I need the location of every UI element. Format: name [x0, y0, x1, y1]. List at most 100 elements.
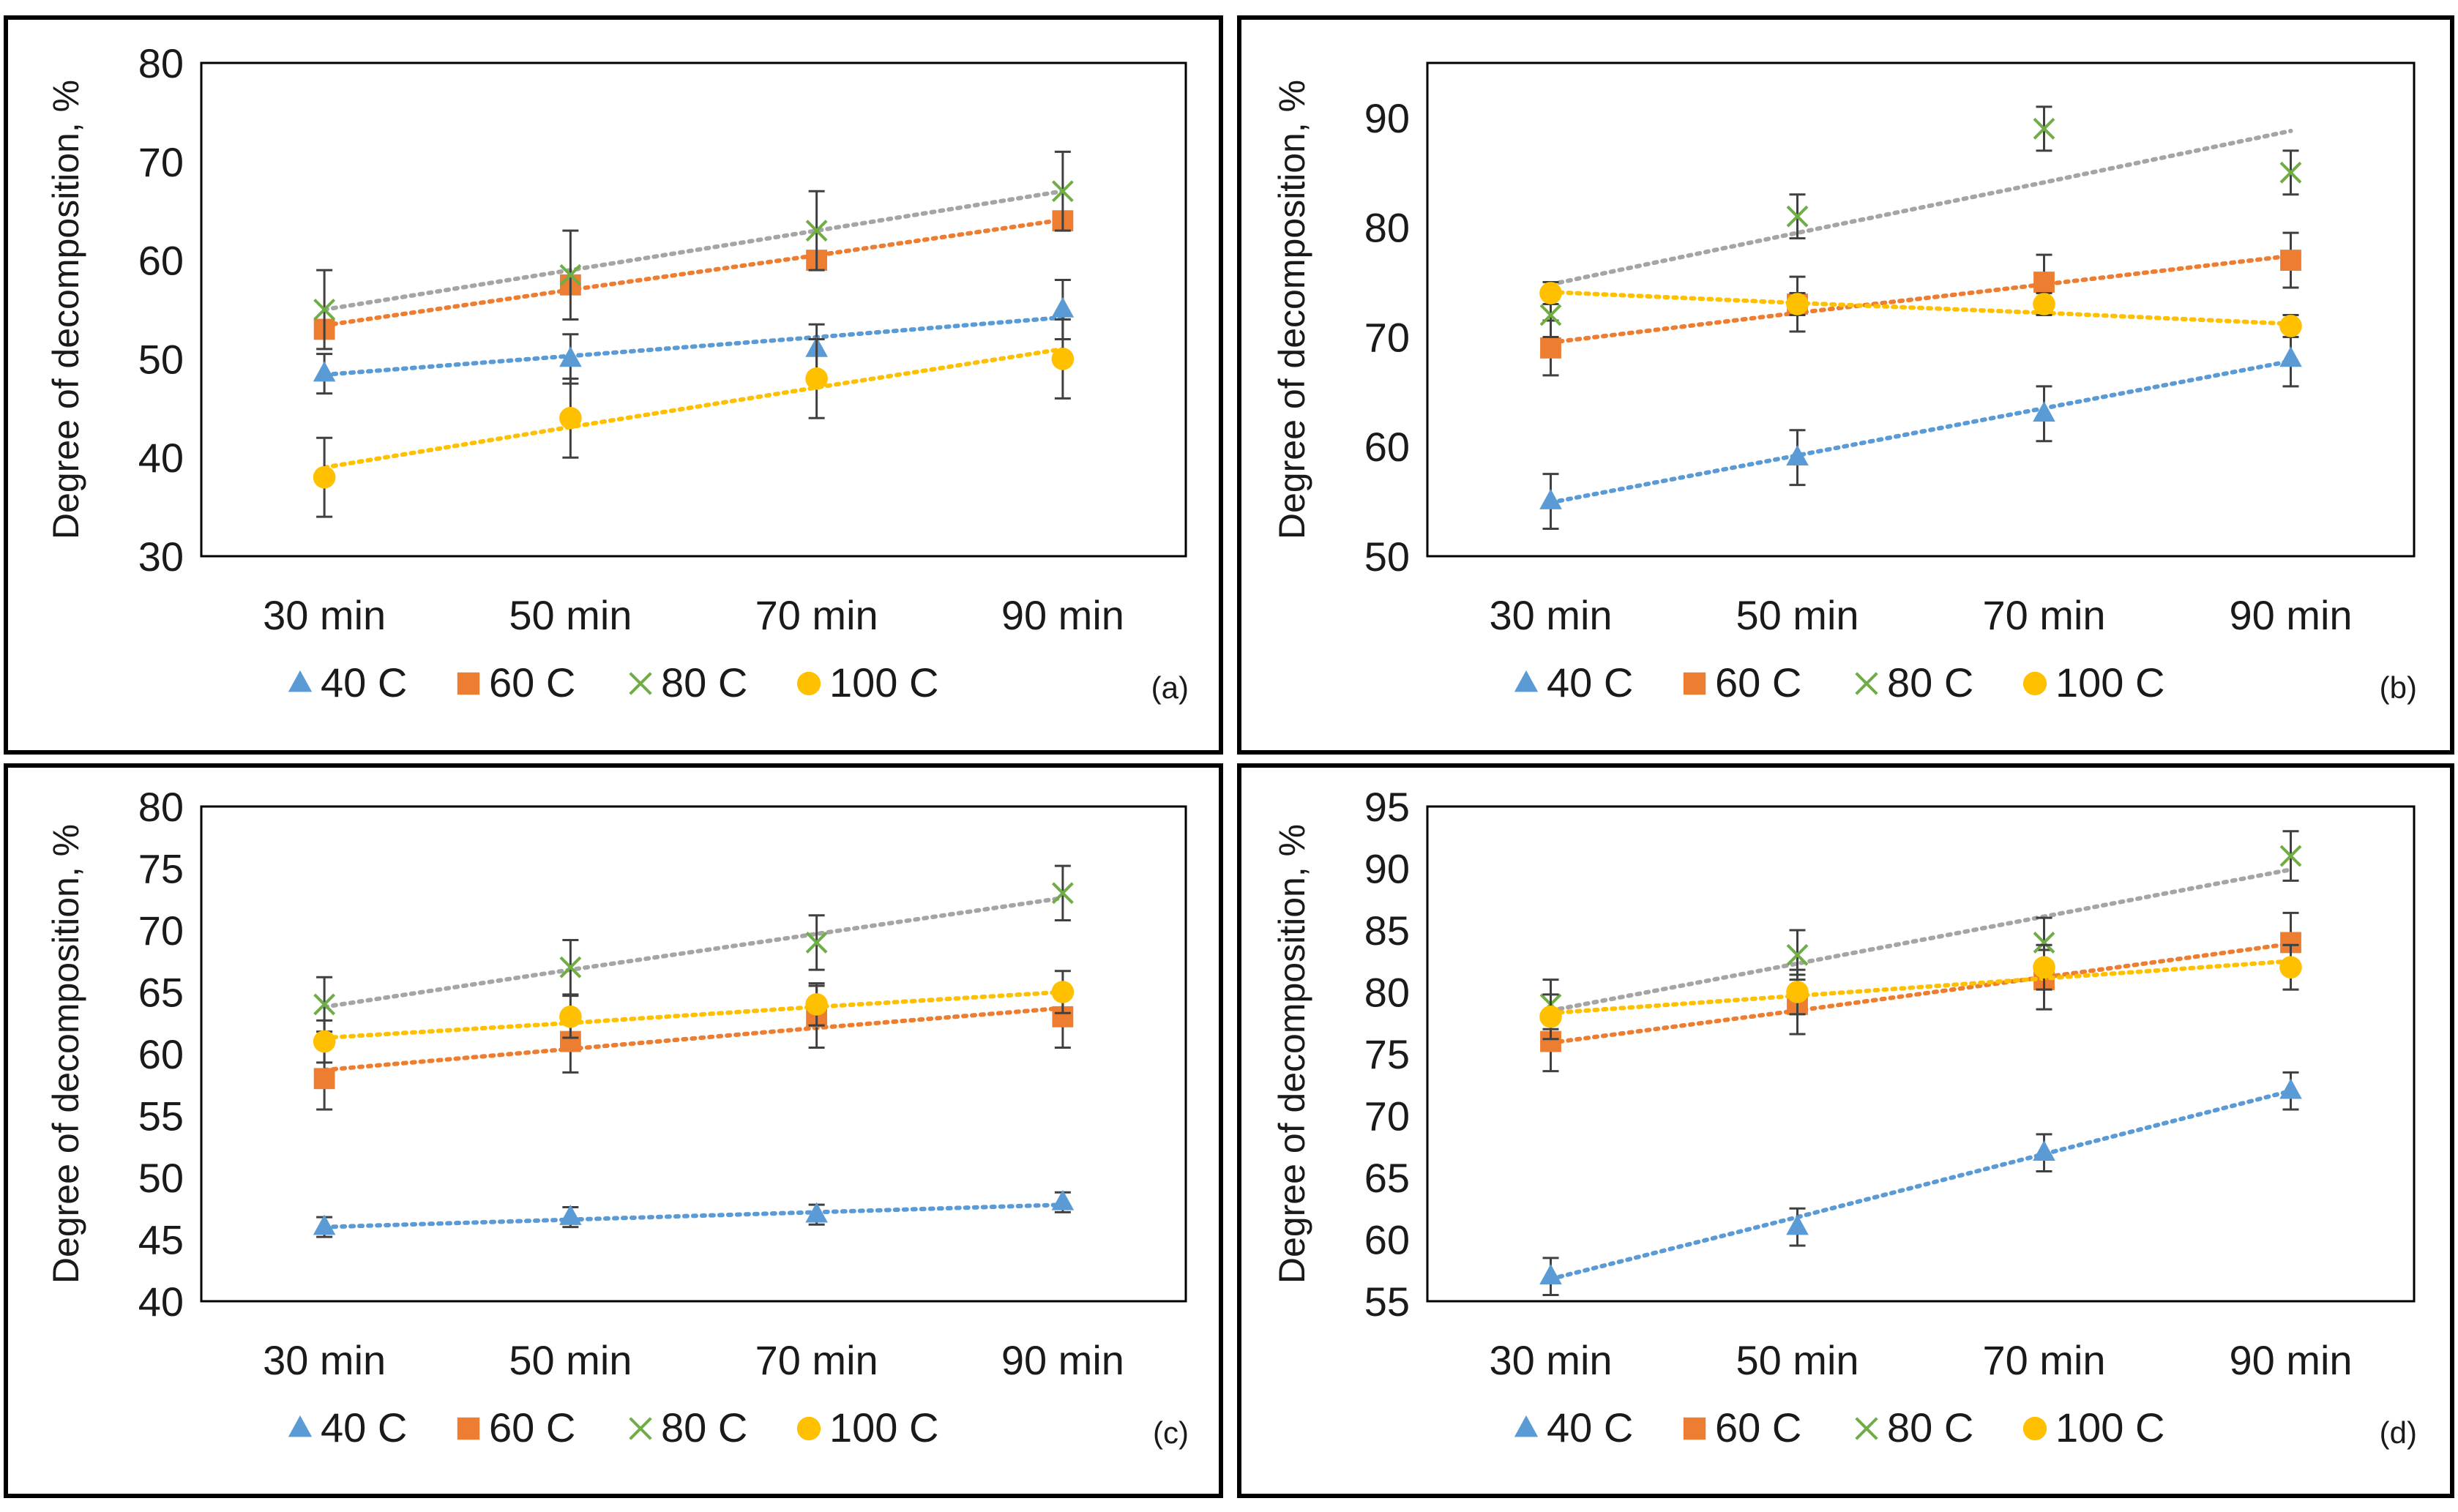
series-s80: [313, 864, 1074, 1033]
y-tick-label: 40: [138, 1279, 184, 1325]
data-point: [559, 263, 582, 286]
legend-marker: [796, 1416, 821, 1441]
data-point: [1051, 180, 1074, 203]
data-point: [313, 993, 336, 1016]
data-point: [1051, 348, 1075, 370]
data-point: [805, 220, 828, 242]
x-tick-label: 70 min: [1982, 592, 2105, 638]
trendline: [322, 1202, 1065, 1230]
x-tick-label: 70 min: [755, 592, 878, 638]
legend-label: 40 C: [321, 659, 407, 706]
y-tick-label: 90: [1364, 95, 1410, 141]
y-tick-label: 55: [1364, 1279, 1410, 1325]
y-tick-label: 65: [1364, 1155, 1410, 1201]
legend-label: 40 C: [1547, 1404, 1633, 1451]
legend-label: 80 C: [661, 659, 747, 706]
data-point: [2033, 956, 2055, 978]
trendline: [1548, 290, 2293, 326]
data-point: [2279, 956, 2302, 978]
y-tick-label: 70: [1364, 314, 1410, 360]
data-point: [1051, 882, 1074, 905]
series-s80: [1539, 830, 2302, 1030]
data-point: [2033, 931, 2055, 954]
trendline: [322, 896, 1065, 1009]
series-s80: [1539, 105, 2302, 338]
chart-panel-0: 30 40 50 60 70 80 Degree of decomposition, % 30…: [4, 15, 1223, 755]
panel-frame: [1237, 15, 2454, 755]
data-point: [2279, 161, 2302, 184]
trendline: [1548, 359, 2293, 505]
trendline: [1548, 1088, 2293, 1281]
x-tick-label: 90 min: [1001, 1337, 1124, 1383]
data-point: [805, 1202, 828, 1223]
y-tick-label: 80: [138, 40, 184, 86]
x-tick-label: 30 min: [1489, 592, 1612, 638]
data-point: [1051, 981, 1075, 1003]
series-s40: [1539, 1071, 2302, 1297]
data-point: [559, 1204, 582, 1225]
data-point: [805, 931, 828, 954]
data-point: [559, 1006, 582, 1028]
data-point: [313, 1214, 336, 1235]
legend-label: 80 C: [1887, 1404, 1973, 1451]
data-point: [1539, 1264, 1562, 1284]
data-point: [1051, 296, 1075, 318]
x-tick-label: 50 min: [1736, 1337, 1859, 1383]
trendline: [322, 189, 1065, 312]
y-tick-label: 70: [1364, 1093, 1410, 1139]
data-point: [1539, 489, 1562, 509]
x-tick-label: 30 min: [263, 1337, 386, 1383]
panel-label: (d): [2380, 1415, 2417, 1450]
legend-marker: [1683, 1417, 1706, 1440]
data-point: [2279, 845, 2302, 867]
data-point: [805, 993, 828, 1016]
x-tick-label: 50 min: [509, 1337, 632, 1383]
data-point: [313, 299, 336, 321]
data-point: [1786, 205, 1809, 228]
series-s100: [313, 970, 1075, 1064]
chart-panel-2: 40 45 50 55 60 65 70 75 80 Degree of decompositio…: [4, 763, 1223, 1498]
x-tick-label: 70 min: [1982, 1337, 2105, 1383]
legend-label: 60 C: [489, 659, 575, 706]
data-point: [559, 956, 582, 978]
data-point: [1786, 1214, 1809, 1235]
legend-marker: [1683, 672, 1706, 695]
x-tick-label: 90 min: [1001, 592, 1124, 638]
series-s100: [313, 318, 1075, 518]
trendline: [1548, 959, 2293, 1016]
legend-marker: [1514, 1415, 1539, 1437]
series-s60: [313, 984, 1074, 1111]
x-tick-label: 90 min: [2229, 592, 2352, 638]
plot-area: [200, 805, 1187, 1303]
data-point: [1786, 293, 1809, 315]
y-tick-label: 30: [138, 534, 184, 580]
series-s40: [313, 279, 1075, 395]
data-point: [1786, 445, 1809, 465]
y-tick-label: 70: [138, 907, 184, 954]
legend-marker: [457, 672, 480, 695]
y-tick-label: 80: [1364, 205, 1410, 251]
series-s40: [1539, 330, 2302, 531]
data-point: [1786, 943, 1809, 966]
data-point: [2033, 293, 2055, 315]
legend-label: 40 C: [1547, 659, 1633, 706]
x-tick-label: 50 min: [509, 592, 632, 638]
legend-marker: [2022, 671, 2047, 696]
legend-marker: [288, 670, 313, 692]
data-point: [2279, 315, 2302, 337]
panel-label: (c): [1153, 1415, 1189, 1450]
series-s100: [1539, 281, 2302, 338]
y-tick-label: 80: [138, 784, 184, 830]
y-tick-label: 55: [138, 1093, 184, 1139]
chart-panel-1: 50 60 70 80 90 Degree of decomposition, % 30 m…: [1237, 15, 2454, 755]
x-tick-label: 50 min: [1736, 592, 1859, 638]
series-s60: [1540, 231, 2301, 377]
y-tick-label: 65: [138, 970, 184, 1016]
panel-label: (b): [2380, 670, 2417, 705]
trendline: [322, 315, 1065, 377]
y-tick-label: 50: [1364, 534, 1410, 580]
data-point: [2033, 1140, 2055, 1161]
trendline: [322, 989, 1065, 1041]
y-tick-label: 50: [138, 336, 184, 382]
